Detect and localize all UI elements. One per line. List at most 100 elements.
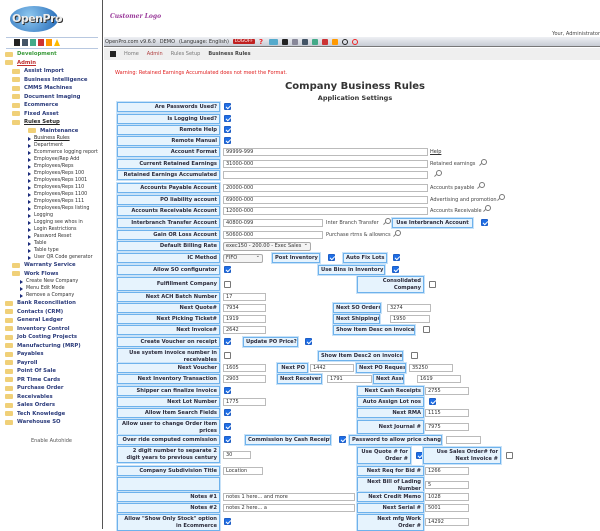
sidebar-item[interactable]: Maintenance bbox=[0, 127, 103, 136]
search-icon[interactable] bbox=[479, 159, 487, 166]
sidebar-item[interactable]: General Ledger bbox=[0, 316, 103, 325]
sidebar-item[interactable]: Employees/Reps 1100 bbox=[0, 191, 103, 198]
sidebar-item[interactable]: Employees/Reps 111 bbox=[0, 198, 103, 205]
ic-method-select[interactable]: FIFO bbox=[223, 253, 263, 263]
sidebar-item[interactable]: User QR Code generator bbox=[0, 254, 103, 261]
info-icon[interactable] bbox=[46, 39, 52, 46]
sidebar-item[interactable]: Payables bbox=[0, 350, 103, 359]
show-only-stock-checkbox[interactable] bbox=[224, 518, 231, 525]
sidebar-item[interactable]: Employees/Reps 110 bbox=[0, 184, 103, 191]
sidebar-item[interactable]: Sales Orders bbox=[0, 401, 103, 410]
req-bid-input[interactable]: 1266 bbox=[425, 467, 469, 475]
receiver-input[interactable]: 1791 bbox=[327, 375, 372, 383]
enable-autohide-link[interactable]: Enable Autohide bbox=[30, 438, 73, 444]
so-order-input[interactable]: 3274 bbox=[387, 304, 431, 312]
sidebar-item[interactable]: Work Flows bbox=[0, 270, 103, 279]
sidebar-item[interactable]: Employees/Reps 1001 bbox=[0, 177, 103, 184]
create-voucher-checkbox[interactable] bbox=[224, 338, 231, 345]
notes1-input[interactable]: notes 1 here... and more bbox=[223, 493, 355, 501]
logoff-button[interactable]: LOGOFF bbox=[232, 39, 256, 44]
change-price-checkbox[interactable] bbox=[224, 423, 231, 430]
sidebar-item[interactable]: Password Reset bbox=[0, 233, 103, 240]
search-icon[interactable] bbox=[383, 218, 391, 225]
sidebar-item[interactable]: Fixed Asset bbox=[0, 110, 103, 119]
calculator-icon[interactable] bbox=[302, 38, 309, 45]
account-format-input[interactable]: 99999-999 bbox=[223, 148, 428, 156]
sidebar-item[interactable]: Point Of Sale bbox=[0, 367, 103, 376]
sidebar-item[interactable]: Purchase Order bbox=[0, 384, 103, 393]
sidebar-item[interactable]: Employees/Reps listing bbox=[0, 205, 103, 212]
po-liability-input[interactable]: 69000-000 bbox=[223, 196, 428, 204]
sidebar-item[interactable]: Rules Setup bbox=[0, 118, 103, 127]
inventory-transaction-input[interactable]: 2903 bbox=[223, 375, 266, 383]
sidebar-item[interactable]: Warranty Service bbox=[0, 261, 103, 270]
so-configurator-checkbox[interactable] bbox=[224, 266, 231, 273]
sidebar-item[interactable]: Business Rules bbox=[0, 135, 103, 142]
logging-checkbox[interactable] bbox=[224, 115, 231, 122]
bill-of-lading-input[interactable]: 5 bbox=[425, 481, 469, 489]
use-interbranch-checkbox[interactable] bbox=[481, 219, 488, 226]
two-digit-year-input[interactable]: 30 bbox=[223, 451, 251, 459]
ach-input[interactable]: 17 bbox=[223, 293, 266, 301]
sidebar-item[interactable]: Manufacturing (MRP) bbox=[0, 342, 103, 351]
sidebar-item[interactable]: Table type bbox=[0, 247, 103, 254]
sidebar-item[interactable]: Contacts (CRM) bbox=[0, 308, 103, 317]
lot-number-input[interactable]: 1775 bbox=[223, 398, 266, 406]
current-retained-earnings-input[interactable]: 31000-000 bbox=[223, 160, 428, 168]
ap-account-input[interactable]: 20000-000 bbox=[223, 184, 428, 192]
auto-assign-lot-checkbox[interactable] bbox=[429, 398, 436, 405]
notes2-input[interactable]: notes 2 here... a bbox=[223, 504, 355, 512]
help-icon[interactable]: ? bbox=[259, 37, 264, 46]
interbranch-input[interactable]: 40800-099 bbox=[223, 219, 323, 227]
journal-input[interactable]: 7975 bbox=[425, 423, 469, 431]
sidebar-item[interactable]: Document Imaging bbox=[0, 93, 103, 102]
breadcrumb-home[interactable]: Home bbox=[124, 51, 139, 57]
rma-input[interactable]: 1115 bbox=[425, 409, 469, 417]
sidebar-item[interactable]: Ecommerce logging report bbox=[0, 149, 103, 156]
sidebar-item[interactable]: Employee/Rep Add bbox=[0, 156, 103, 163]
billing-rate-select[interactable]: exec150 - 200.00 - Exec Sales bbox=[223, 241, 311, 251]
home-icon[interactable] bbox=[14, 39, 20, 46]
commission-cash-checkbox[interactable] bbox=[339, 436, 346, 443]
sidebar-item[interactable]: Admin bbox=[0, 59, 103, 68]
sidebar-item[interactable]: Business Intelligence bbox=[0, 76, 103, 85]
info-icon[interactable] bbox=[332, 38, 339, 45]
sidebar-item[interactable]: Bank Reconciliation bbox=[0, 299, 103, 308]
sidebar-item[interactable]: Login Restrictions bbox=[0, 226, 103, 233]
search-icon[interactable] bbox=[352, 38, 359, 45]
search-icon[interactable] bbox=[434, 170, 442, 177]
so-for-invoice-checkbox[interactable] bbox=[506, 452, 513, 459]
search-icon[interactable] bbox=[477, 182, 485, 189]
override-commission-checkbox[interactable] bbox=[224, 436, 231, 443]
show-desc-checkbox[interactable] bbox=[423, 326, 430, 333]
consolidated-checkbox[interactable] bbox=[429, 281, 436, 288]
sidebar-item[interactable]: Employees/Reps 100 bbox=[0, 170, 103, 177]
password-price-change-input[interactable] bbox=[446, 436, 481, 444]
sidebar-item[interactable]: Ecommerce bbox=[0, 101, 103, 110]
sidebar-item[interactable]: Create New Company bbox=[0, 278, 103, 285]
serial-input[interactable]: 5001 bbox=[425, 504, 469, 512]
po-request-input[interactable]: 35250 bbox=[409, 364, 453, 372]
settings-icon[interactable] bbox=[292, 38, 299, 45]
sidebar-item[interactable]: Payroll bbox=[0, 359, 103, 368]
search-icon[interactable] bbox=[393, 230, 401, 237]
update-po-price-checkbox[interactable] bbox=[305, 338, 312, 345]
sidebar-item[interactable]: Employees/Reps bbox=[0, 163, 103, 170]
invoice-input[interactable]: 2642 bbox=[223, 326, 266, 334]
sidebar-item[interactable]: Department bbox=[0, 142, 103, 149]
sidebar-item[interactable]: Assist Import bbox=[0, 67, 103, 76]
breadcrumb-admin[interactable]: Admin bbox=[146, 51, 163, 57]
asset-input[interactable]: 1619 bbox=[417, 375, 461, 383]
credit-memo-input[interactable]: 1028 bbox=[425, 493, 469, 501]
gain-loss-input[interactable]: 50600-000 bbox=[223, 231, 323, 239]
heart-icon[interactable] bbox=[322, 38, 329, 45]
shipping-input[interactable]: 1950 bbox=[390, 315, 430, 323]
sidebar-item[interactable]: Warehouse SO bbox=[0, 418, 103, 427]
item-search-checkbox[interactable] bbox=[224, 409, 231, 416]
fulfillment-checkbox[interactable] bbox=[224, 281, 231, 288]
passwords-checkbox[interactable] bbox=[224, 103, 231, 110]
retained-earnings-accumulated-input[interactable] bbox=[223, 171, 428, 179]
quote-input[interactable]: 7934 bbox=[223, 304, 266, 312]
post-inventory-checkbox[interactable] bbox=[328, 254, 335, 261]
sidebar-item[interactable]: Logging bbox=[0, 212, 103, 219]
